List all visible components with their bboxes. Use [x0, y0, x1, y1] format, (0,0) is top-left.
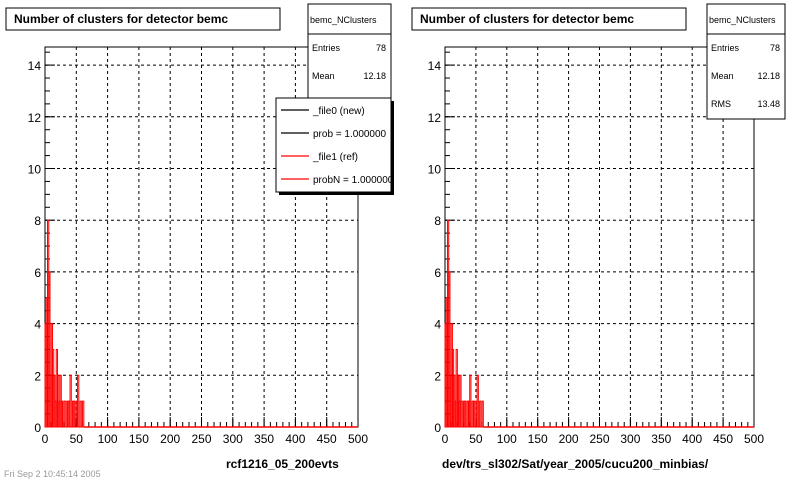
x-tick-label: 150: [528, 432, 548, 446]
legend-label: probN = 1.000000: [313, 175, 394, 186]
histogram-bar: [464, 400, 467, 428]
y-tick-label: 6: [434, 266, 441, 280]
stats-value: 12.18: [757, 71, 780, 81]
x-tick-label: 500: [348, 432, 368, 446]
y-tick-label: 10: [428, 162, 442, 176]
y-tick-label: 0: [34, 421, 41, 435]
y-tick-label: 12: [428, 111, 442, 125]
histogram-bar: [60, 400, 64, 428]
x-tick-label: 150: [129, 432, 149, 446]
histogram-bar: [82, 400, 85, 428]
y-tick-label: 14: [428, 59, 442, 73]
histogram-bar: [48, 271, 51, 428]
x-tick-label: 50: [70, 432, 84, 446]
histogram-bar: [472, 400, 476, 428]
title-box: [5, 7, 281, 31]
histogram-bar: [448, 271, 451, 428]
chart-title: Number of clusters for detector bemc: [14, 12, 228, 26]
x-tick-label: 200: [559, 432, 579, 446]
y-tick-label: 10: [28, 162, 42, 176]
legend-label: _file0 (new): [312, 106, 365, 117]
y-tick-label: 8: [34, 214, 41, 228]
x-tick-label: 450: [317, 432, 337, 446]
x-tick-label: 0: [42, 432, 49, 446]
x-tick-label: 500: [744, 432, 764, 446]
chart-panel-2: Number of clusters for detector bemc 0 50 1…: [411, 3, 786, 471]
stats-value: 12.18: [363, 71, 386, 81]
legend-box: [275, 97, 392, 193]
histogram-bar: [64, 400, 67, 428]
x-tick-label: 200: [160, 432, 180, 446]
histogram-bar: [460, 400, 463, 428]
y-tick-label: 2: [34, 369, 41, 383]
histogram-bar: [77, 374, 80, 428]
y-tick-label: 4: [434, 318, 441, 332]
x-axis-label: rcf1216_05_200evts: [226, 457, 339, 471]
histogram-bar: [69, 374, 72, 428]
chart-panel-1: Number of clusters for detector bemc 0 50 1…: [5, 3, 394, 471]
x-tick-label: 250: [191, 432, 211, 446]
stats-name: bemc_NClusters: [310, 15, 377, 25]
x-tick-label: 300: [620, 432, 640, 446]
y-tick-label: 8: [434, 214, 441, 228]
x-tick-label: 400: [682, 432, 702, 446]
legend-label: _file1 (ref): [312, 152, 358, 163]
x-tick-label: 400: [285, 432, 305, 446]
stats-box: [706, 3, 786, 120]
stats-value: 78: [376, 43, 386, 53]
histogram-bar: [469, 374, 472, 428]
x-tick-label: 450: [713, 432, 733, 446]
histogram-bar: [481, 400, 484, 428]
stats-name: bemc_NClusters: [709, 15, 776, 25]
stats-label: Mean: [312, 71, 335, 81]
y-tick-label: 6: [34, 266, 41, 280]
legend-content: _file0 (new) prob = 1.000000 _file1 (ref) p…: [281, 106, 394, 186]
stats-value: 13.48: [757, 99, 780, 109]
x-tick-label: 100: [497, 432, 517, 446]
histogram-bar: [79, 400, 82, 428]
x-tick-label: 300: [223, 432, 243, 446]
footer-date: Fri Sep 2 10:45:14 2005: [4, 469, 101, 479]
stats-value: 78: [770, 43, 780, 53]
y-tick-label: 14: [28, 59, 42, 73]
histogram-bar: [479, 400, 482, 428]
histogram-bar: [73, 400, 76, 428]
x-tick-label: 250: [589, 432, 609, 446]
x-tick-label: 350: [254, 432, 274, 446]
x-tick-label: 350: [651, 432, 671, 446]
legend-label: prob = 1.000000: [313, 129, 387, 140]
stats-label: Entries: [312, 43, 341, 53]
x-tick-label: 0: [442, 432, 449, 446]
stats-label: Entries: [711, 43, 740, 53]
y-tick-label: 2: [434, 369, 441, 383]
x-tick-label: 100: [98, 432, 118, 446]
title-box: [411, 7, 687, 31]
y-tick-label: 0: [434, 421, 441, 435]
y-tick-label: 12: [28, 111, 42, 125]
x-tick-label: 50: [469, 432, 483, 446]
y-tick-label: 4: [34, 318, 41, 332]
stats-box: [307, 3, 392, 99]
plot-frame: [444, 46, 755, 428]
histogram-bar: [476, 374, 479, 428]
chart-title: Number of clusters for detector bemc: [420, 12, 634, 26]
stats-label: Mean: [711, 71, 734, 81]
stats-label: RMS: [711, 99, 731, 109]
x-axis-label: dev/trs_sl302/Sat/year_2005/cucu200_minb…: [442, 457, 709, 471]
